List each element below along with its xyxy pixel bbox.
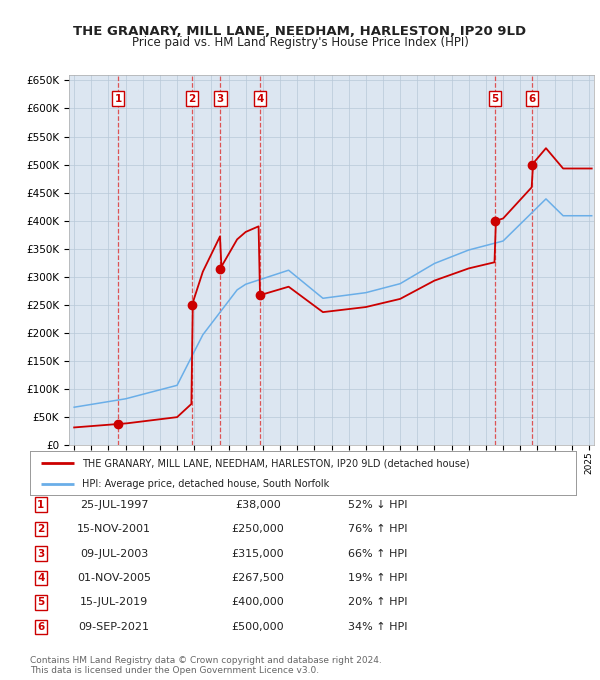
- Text: 1: 1: [37, 500, 44, 509]
- Text: 6: 6: [37, 622, 44, 632]
- Text: 2: 2: [37, 524, 44, 534]
- Text: 20% ↑ HPI: 20% ↑ HPI: [348, 598, 408, 607]
- Text: 52% ↓ HPI: 52% ↓ HPI: [348, 500, 408, 509]
- Text: 19% ↑ HPI: 19% ↑ HPI: [348, 573, 408, 583]
- Text: £250,000: £250,000: [232, 524, 284, 534]
- Text: 34% ↑ HPI: 34% ↑ HPI: [348, 622, 408, 632]
- Text: 25-JUL-1997: 25-JUL-1997: [80, 500, 148, 509]
- Text: 66% ↑ HPI: 66% ↑ HPI: [349, 549, 407, 558]
- Text: £315,000: £315,000: [232, 549, 284, 558]
- Text: 15-NOV-2001: 15-NOV-2001: [77, 524, 151, 534]
- Text: 3: 3: [217, 94, 224, 104]
- Text: THE GRANARY, MILL LANE, NEEDHAM, HARLESTON, IP20 9LD: THE GRANARY, MILL LANE, NEEDHAM, HARLEST…: [73, 25, 527, 38]
- Text: HPI: Average price, detached house, South Norfolk: HPI: Average price, detached house, Sout…: [82, 479, 329, 489]
- Text: 4: 4: [37, 573, 44, 583]
- Text: 5: 5: [37, 598, 44, 607]
- Text: 09-JUL-2003: 09-JUL-2003: [80, 549, 148, 558]
- Text: 01-NOV-2005: 01-NOV-2005: [77, 573, 151, 583]
- Text: 1: 1: [115, 94, 122, 104]
- Text: 5: 5: [491, 94, 499, 104]
- Text: 6: 6: [529, 94, 536, 104]
- Text: 2: 2: [188, 94, 196, 104]
- Text: THE GRANARY, MILL LANE, NEEDHAM, HARLESTON, IP20 9LD (detached house): THE GRANARY, MILL LANE, NEEDHAM, HARLEST…: [82, 458, 469, 469]
- Text: 76% ↑ HPI: 76% ↑ HPI: [348, 524, 408, 534]
- Text: £267,500: £267,500: [232, 573, 284, 583]
- Text: £38,000: £38,000: [235, 500, 281, 509]
- Text: 3: 3: [37, 549, 44, 558]
- Text: 09-SEP-2021: 09-SEP-2021: [79, 622, 149, 632]
- Text: 15-JUL-2019: 15-JUL-2019: [80, 598, 148, 607]
- Text: £500,000: £500,000: [232, 622, 284, 632]
- Text: 4: 4: [256, 94, 263, 104]
- Text: Price paid vs. HM Land Registry's House Price Index (HPI): Price paid vs. HM Land Registry's House …: [131, 36, 469, 49]
- Text: £400,000: £400,000: [232, 598, 284, 607]
- Text: Contains HM Land Registry data © Crown copyright and database right 2024.: Contains HM Land Registry data © Crown c…: [30, 656, 382, 665]
- Text: This data is licensed under the Open Government Licence v3.0.: This data is licensed under the Open Gov…: [30, 666, 319, 675]
